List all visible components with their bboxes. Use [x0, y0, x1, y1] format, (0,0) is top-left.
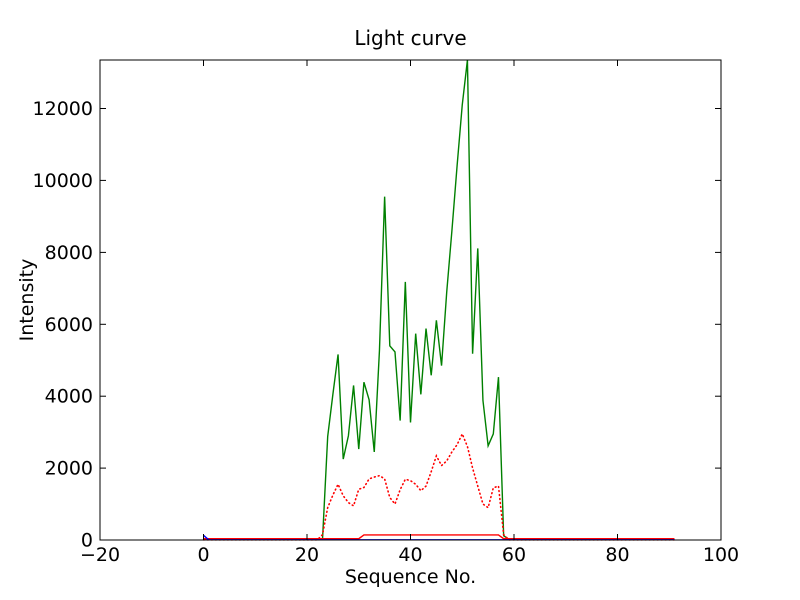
- x-tick-label: 80: [605, 544, 629, 566]
- y-tick-label: 2000: [45, 458, 93, 480]
- y-tick-label: 6000: [45, 314, 93, 336]
- y-tick-label: 12000: [33, 98, 93, 120]
- series-marker-blue: [203, 534, 675, 541]
- y-axis-label: Intensity: [16, 258, 38, 342]
- series-baseline-red-solid: [203, 534, 675, 540]
- x-tick-label: 100: [703, 544, 739, 566]
- x-tick-label: 40: [398, 544, 422, 566]
- x-axis-label: Sequence No.: [344, 566, 477, 588]
- y-tick-label: 0: [81, 530, 93, 552]
- y-tick-label: 4000: [45, 386, 93, 408]
- x-tick-label: 60: [502, 544, 526, 566]
- y-tick-label: 10000: [33, 170, 93, 192]
- x-tick-label: 0: [197, 544, 209, 566]
- chart-title: Light curve: [354, 26, 467, 50]
- y-tick-label: 8000: [45, 242, 93, 264]
- axes-frame: [99, 59, 722, 541]
- x-tick-label: 20: [295, 544, 319, 566]
- series-intensity-red-dotted: [202, 431, 676, 541]
- series-intensity-green-solid: [203, 59, 675, 540]
- x-tick-label: −20: [80, 544, 120, 566]
